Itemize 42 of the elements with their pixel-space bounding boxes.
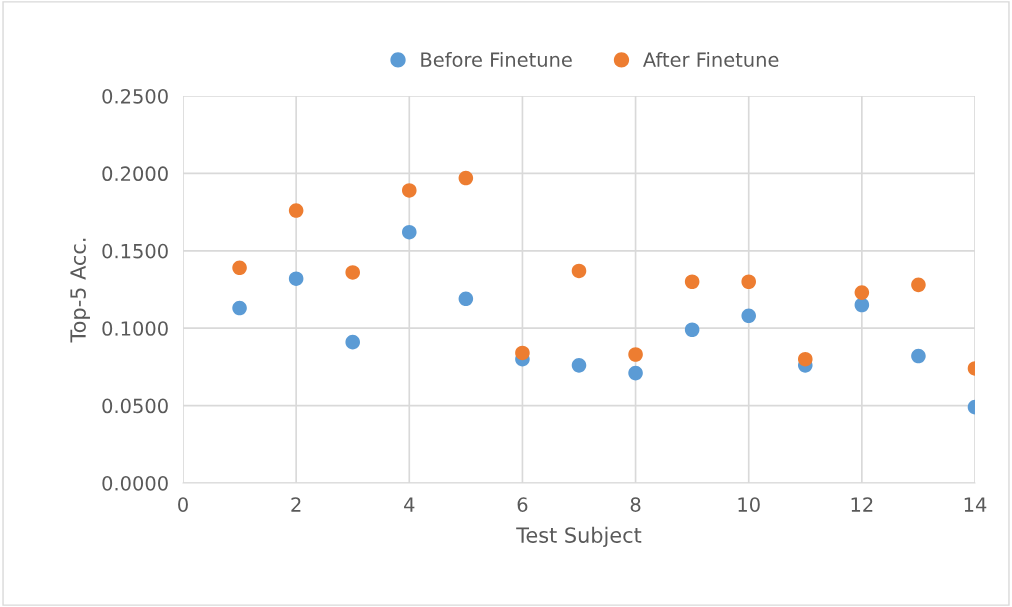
point xyxy=(628,347,643,362)
x-tick-label: 12 xyxy=(851,497,873,512)
point xyxy=(515,345,530,361)
point xyxy=(232,260,247,276)
point xyxy=(854,285,870,300)
x-tick-label: 2 xyxy=(291,497,301,512)
point xyxy=(288,271,304,286)
x-tick-label: 6 xyxy=(517,497,528,512)
point xyxy=(684,322,700,338)
y-tick-label: 0.0500 xyxy=(102,398,168,414)
y-axis-title: Top-5 Acc. xyxy=(70,238,90,343)
x-tick-label: 0 xyxy=(178,497,188,512)
point xyxy=(911,348,926,364)
y-tick-label: 0.2000 xyxy=(102,166,168,182)
point xyxy=(402,183,417,198)
point xyxy=(741,274,756,290)
point xyxy=(402,224,417,240)
point xyxy=(684,274,700,290)
x-tick-label: 8 xyxy=(630,497,641,512)
x-tick-label: 4 xyxy=(404,497,415,512)
point xyxy=(628,365,643,381)
x-tick-label: 10 xyxy=(738,497,760,512)
point xyxy=(911,277,926,293)
point xyxy=(458,170,474,186)
point xyxy=(798,351,813,367)
x-axis-title: Test Subject xyxy=(516,526,642,547)
y-tick-label: 0.1500 xyxy=(102,243,168,259)
point xyxy=(232,300,247,316)
y-tick-label: 0.1000 xyxy=(102,321,168,336)
y-tick-label: 0.2500 xyxy=(102,88,168,104)
point xyxy=(345,265,360,280)
point xyxy=(288,203,304,218)
point xyxy=(571,263,587,279)
point xyxy=(458,291,474,307)
point xyxy=(345,334,360,350)
point xyxy=(571,358,587,373)
point xyxy=(854,297,870,313)
y-tick-label: 0.0000 xyxy=(102,475,168,491)
x-tick-label: 14 xyxy=(964,497,987,512)
legend-label: After Finetune xyxy=(643,51,779,67)
legend-label: Before Finetune xyxy=(421,51,572,67)
point xyxy=(741,308,756,324)
